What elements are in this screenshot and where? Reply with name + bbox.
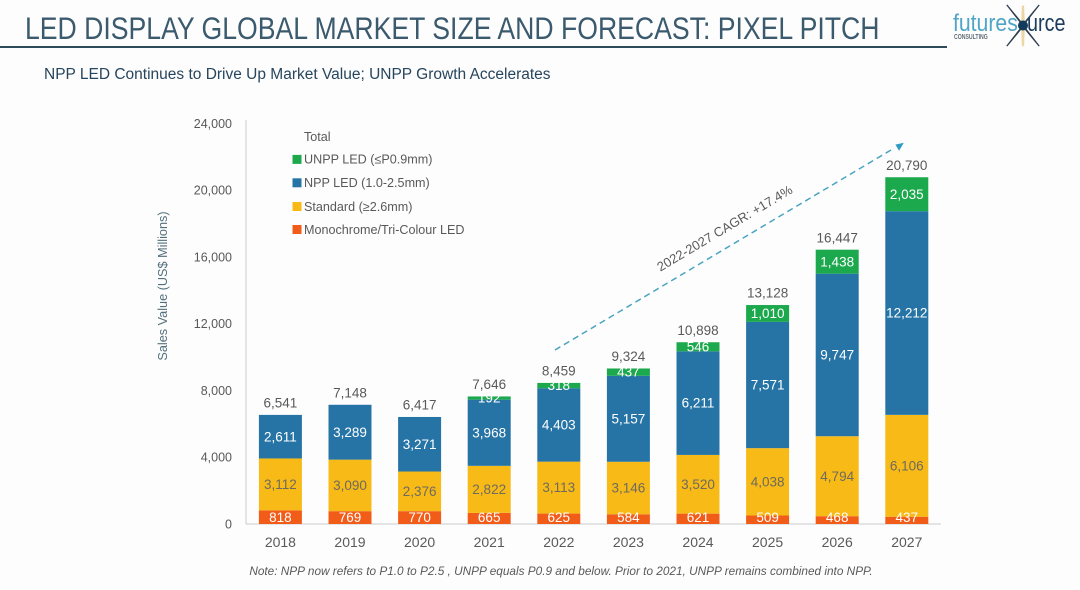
svg-text:2,822: 2,822 — [472, 482, 506, 497]
svg-text:3,520: 3,520 — [681, 477, 715, 492]
svg-text:1,010: 1,010 — [751, 306, 785, 321]
svg-text:509: 509 — [756, 510, 779, 525]
svg-text:0: 0 — [225, 517, 232, 531]
svg-text:6,417: 6,417 — [403, 398, 437, 413]
svg-text:24,000: 24,000 — [194, 117, 232, 131]
svg-text:Standard (≥2.6mm): Standard (≥2.6mm) — [304, 200, 412, 214]
svg-text:318: 318 — [548, 378, 571, 393]
svg-text:12,212: 12,212 — [886, 306, 927, 321]
svg-text:20,000: 20,000 — [194, 184, 232, 198]
svg-text:437: 437 — [617, 365, 640, 380]
svg-text:6,106: 6,106 — [890, 458, 924, 473]
svg-text:468: 468 — [826, 510, 849, 525]
svg-text:3,112: 3,112 — [264, 477, 297, 492]
svg-text:818: 818 — [269, 510, 292, 525]
svg-text:3,146: 3,146 — [612, 481, 646, 496]
svg-text:7,571: 7,571 — [751, 378, 785, 393]
svg-text:7,148: 7,148 — [333, 385, 367, 400]
svg-text:4,403: 4,403 — [542, 417, 576, 432]
svg-text:621: 621 — [687, 510, 710, 525]
svg-text:9,747: 9,747 — [820, 347, 854, 362]
svg-text:4,794: 4,794 — [820, 469, 854, 484]
svg-text:3,113: 3,113 — [542, 480, 575, 495]
svg-text:2027: 2027 — [891, 534, 922, 550]
svg-text:2021: 2021 — [474, 534, 505, 550]
svg-text:6,211: 6,211 — [682, 396, 715, 411]
svg-text:2019: 2019 — [334, 534, 365, 550]
svg-text:2022-2027 CAGR: +17.4%: 2022-2027 CAGR: +17.4% — [654, 182, 795, 274]
svg-text:4,038: 4,038 — [751, 474, 785, 489]
svg-text:12,000: 12,000 — [194, 317, 232, 331]
svg-text:625: 625 — [548, 510, 571, 525]
svg-text:4,000: 4,000 — [201, 451, 232, 465]
svg-text:Total: Total — [304, 130, 331, 144]
svg-text:2022: 2022 — [543, 534, 574, 550]
svg-text:3,968: 3,968 — [472, 425, 506, 440]
svg-text:NPP LED (1.0-2.5mm): NPP LED (1.0-2.5mm) — [304, 176, 430, 190]
svg-text:665: 665 — [478, 510, 501, 525]
svg-text:13,128: 13,128 — [747, 286, 788, 301]
svg-text:2025: 2025 — [752, 534, 783, 550]
svg-text:2,376: 2,376 — [403, 484, 437, 499]
svg-text:6,541: 6,541 — [264, 395, 298, 410]
svg-text:2023: 2023 — [613, 534, 644, 550]
svg-text:192: 192 — [478, 391, 501, 406]
svg-text:546: 546 — [687, 339, 710, 354]
svg-text:7,646: 7,646 — [472, 377, 506, 392]
svg-text:2020: 2020 — [404, 534, 435, 550]
svg-text:16,447: 16,447 — [817, 230, 858, 245]
svg-text:437: 437 — [896, 510, 919, 525]
svg-text:Monochrome/Tri-Colour LED: Monochrome/Tri-Colour LED — [304, 223, 465, 237]
svg-text:2,611: 2,611 — [264, 429, 297, 444]
svg-text:770: 770 — [408, 510, 431, 525]
svg-text:10,898: 10,898 — [677, 323, 718, 338]
svg-text:20,790: 20,790 — [886, 158, 927, 173]
svg-text:3,289: 3,289 — [333, 425, 367, 440]
svg-text:5,157: 5,157 — [612, 411, 646, 426]
svg-text:2018: 2018 — [265, 534, 296, 550]
svg-text:584: 584 — [617, 510, 640, 525]
svg-text:8,000: 8,000 — [201, 384, 232, 398]
svg-text:3,271: 3,271 — [403, 437, 437, 452]
svg-text:Sales Value (US$ Millions): Sales Value (US$ Millions) — [156, 211, 170, 360]
svg-text:1,438: 1,438 — [820, 254, 854, 269]
svg-text:UNPP LED (≤P0.9mm): UNPP LED (≤P0.9mm) — [304, 153, 432, 167]
svg-text:769: 769 — [339, 510, 362, 525]
svg-text:9,324: 9,324 — [612, 349, 646, 364]
svg-text:3,090: 3,090 — [333, 478, 367, 493]
svg-text:2024: 2024 — [682, 534, 713, 550]
svg-text:2,035: 2,035 — [890, 187, 924, 202]
svg-text:2026: 2026 — [822, 534, 853, 550]
svg-text:8,459: 8,459 — [542, 363, 576, 378]
svg-text:16,000: 16,000 — [194, 250, 232, 264]
